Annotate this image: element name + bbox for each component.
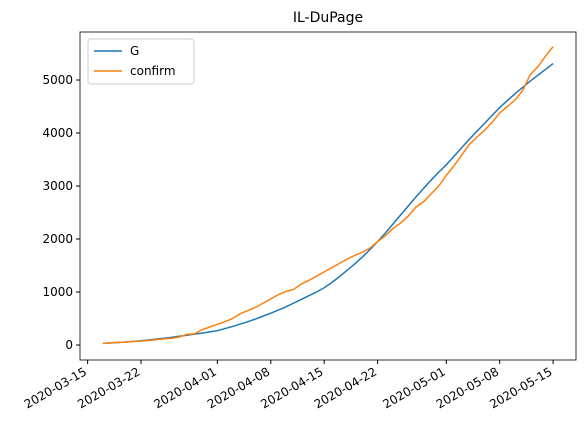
y-tick-label: 5000 <box>42 73 73 87</box>
y-tick-label: 3000 <box>42 179 73 193</box>
y-tick-label: 0 <box>65 338 73 352</box>
legend-label: G <box>130 44 139 58</box>
line-series <box>102 46 554 345</box>
y-tick-label: 4000 <box>42 126 73 140</box>
legend-label: confirm <box>130 64 176 78</box>
y-tick-label: 2000 <box>42 232 73 246</box>
chart-title: IL-DuPage <box>293 10 363 26</box>
axes-frame <box>79 31 577 361</box>
line-series <box>102 62 554 345</box>
y-tick-label: 1000 <box>42 285 73 299</box>
